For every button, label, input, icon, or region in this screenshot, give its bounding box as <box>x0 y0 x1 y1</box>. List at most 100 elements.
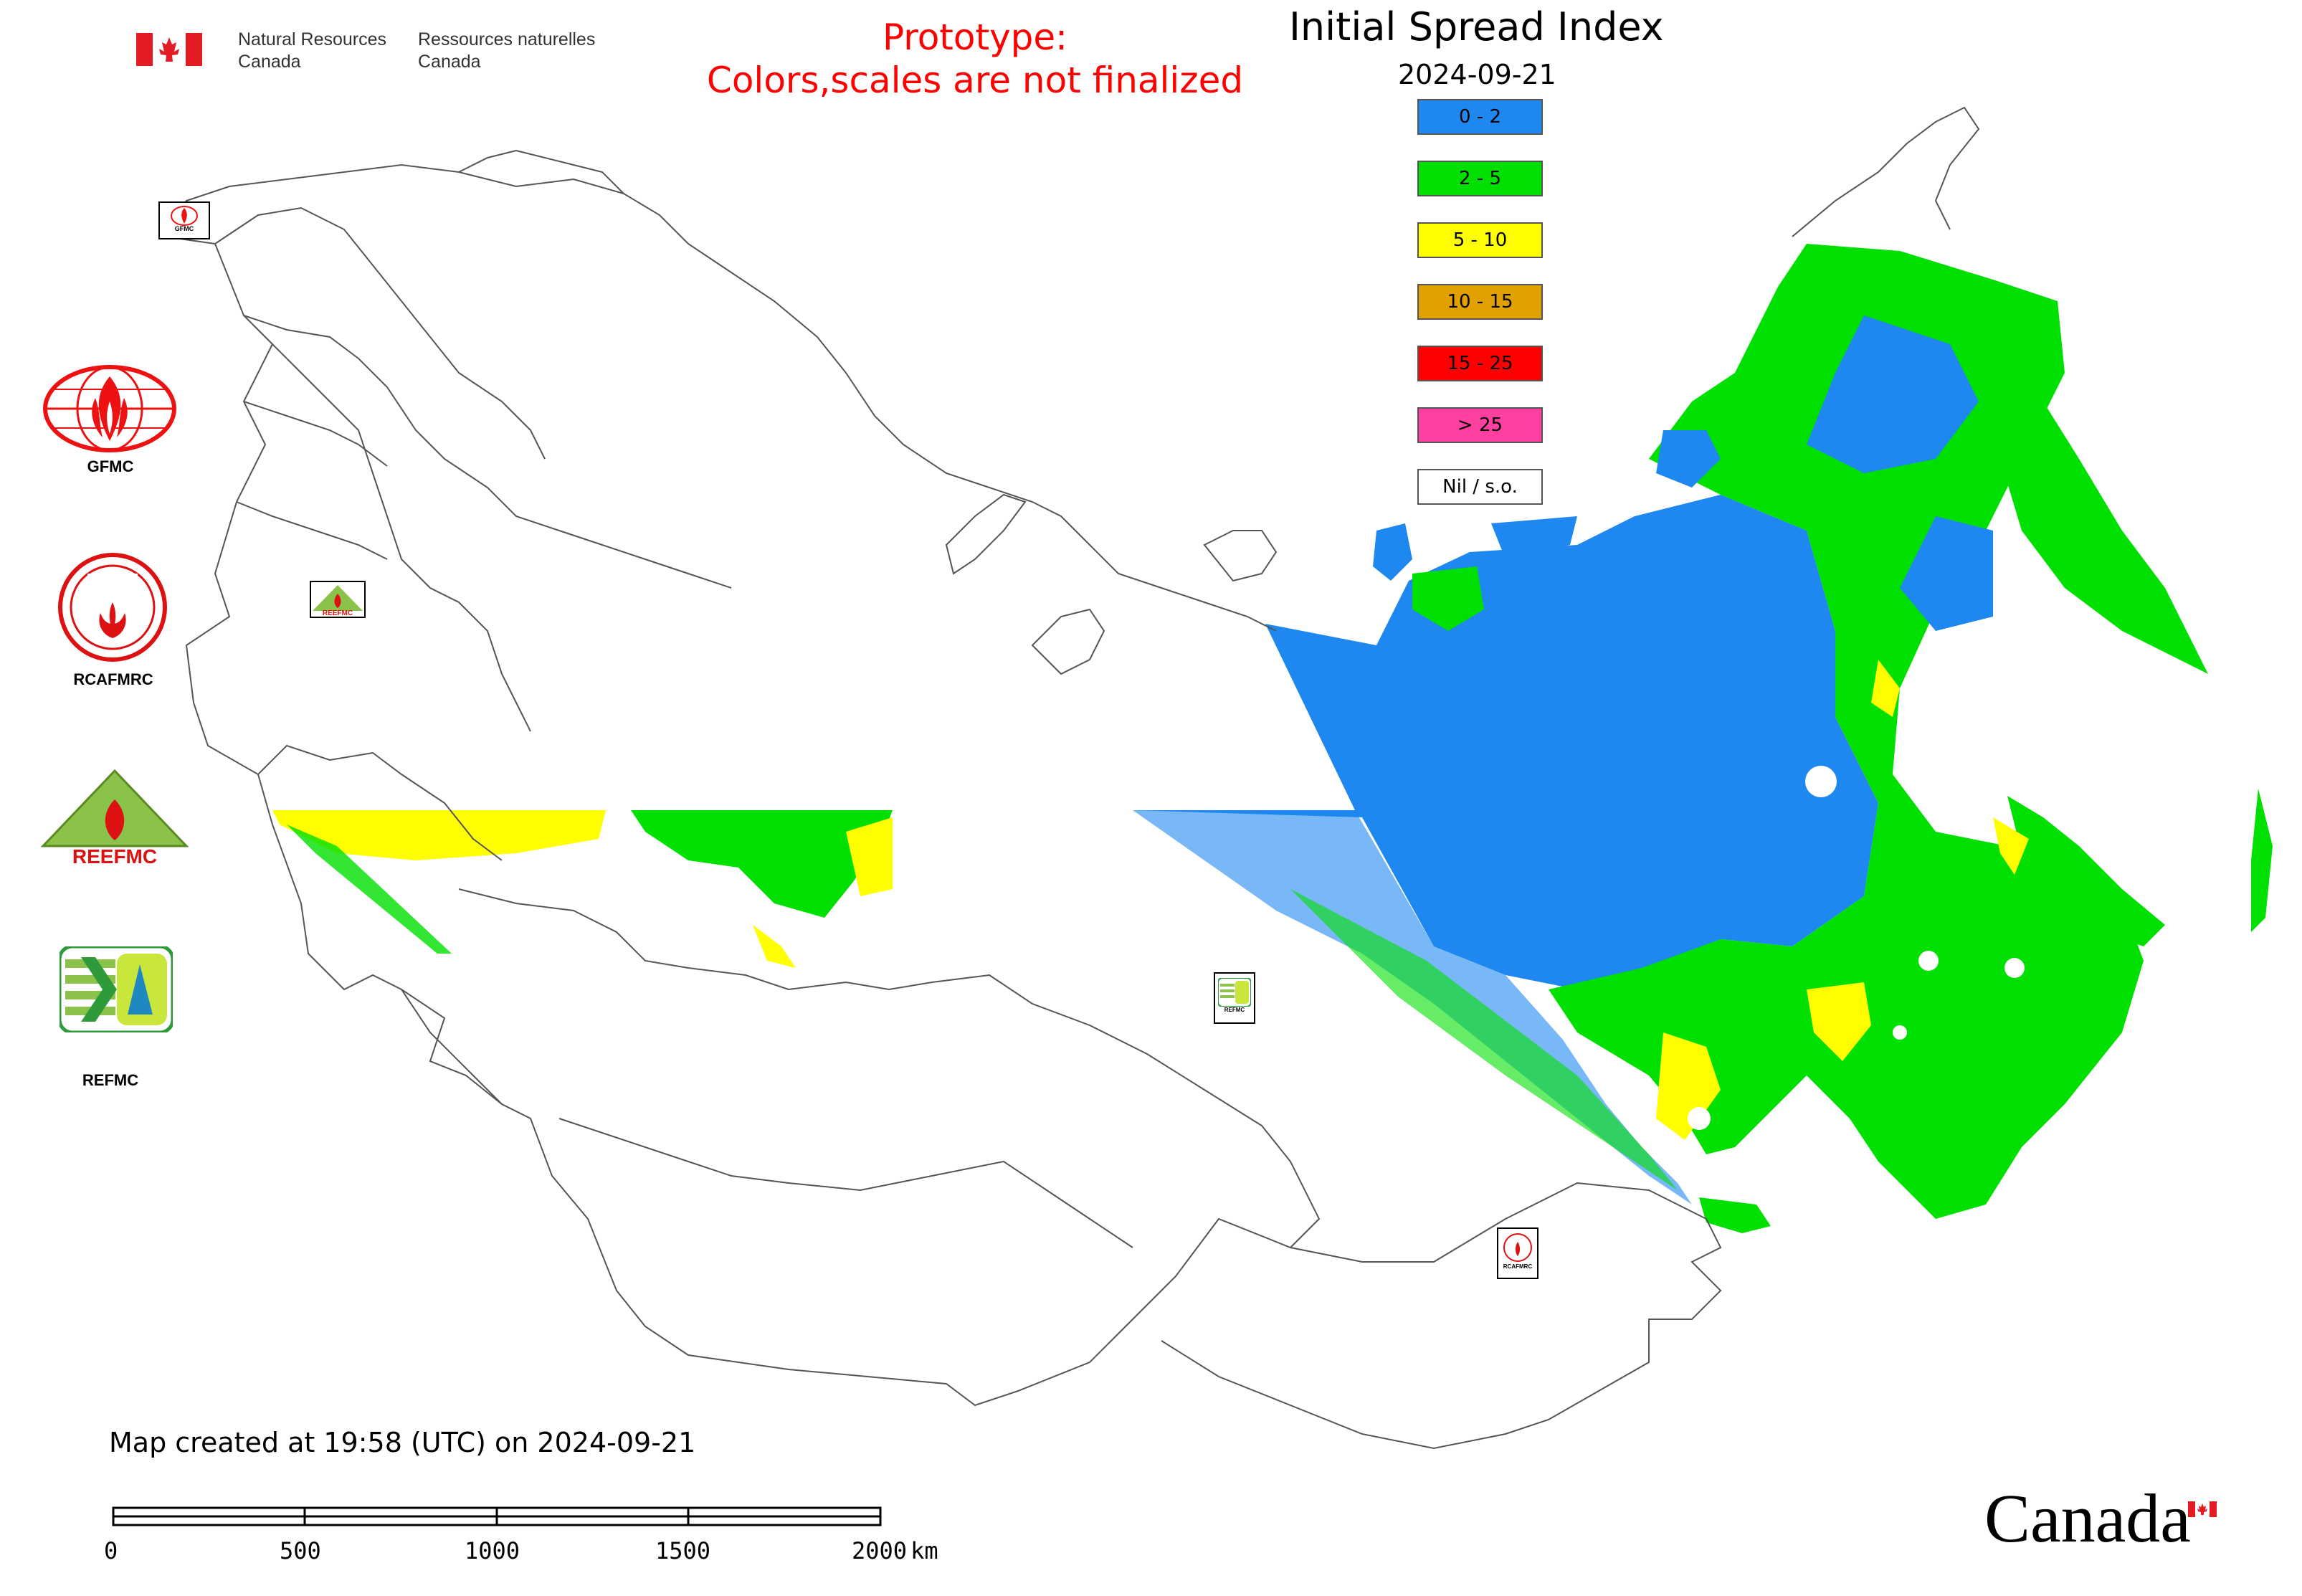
isi-zone-low <box>1133 495 1878 989</box>
reefmc-map-marker: REEFMC <box>310 581 366 618</box>
boundary-lines <box>164 106 1980 1450</box>
rcafmrc-logo <box>57 552 168 663</box>
legend-item-0-2: 0 - 2 <box>1417 99 1543 135</box>
svg-text:REEFMC: REEFMC <box>72 845 157 868</box>
scale-tick-1000: 1000 <box>465 1537 520 1564</box>
boundary-novaya-zemlya <box>945 493 1027 575</box>
refmc-logo <box>57 944 175 1035</box>
legend-label: 10 - 15 <box>1447 291 1513 313</box>
isi-zone-central-green <box>631 810 893 918</box>
scale-unit: km <box>910 1537 938 1564</box>
isi-zone-kamchatka <box>1993 387 2208 674</box>
legend-item-5-10: 5 - 10 <box>1417 222 1543 258</box>
boundary-arctic-coast <box>845 372 1277 632</box>
boundary-belarus <box>236 401 388 560</box>
prototype-notice-line1: Prototype: <box>882 16 1068 58</box>
scale-bar-seg-4 <box>687 1515 882 1526</box>
isi-zone-yellow-coast <box>1871 660 1900 717</box>
scale-tick-2000: 2000 <box>852 1537 908 1564</box>
isi-zone-yellow-sw <box>1656 1032 1721 1140</box>
isi-zone-low-north <box>1807 315 1979 473</box>
isi-zone-low-lake <box>1656 430 1721 488</box>
reefmc-logo: REEFMC <box>39 767 190 868</box>
canada-wordmark-text: Canada <box>1984 1480 2191 1557</box>
gfmc-label: GFMC <box>87 457 134 475</box>
rcafmrc-label: RCAFMRC <box>73 670 153 688</box>
scale-bar-seg-2 <box>303 1515 498 1526</box>
isi-zone-low-east <box>1900 516 1993 631</box>
canada-wordmark: Canada <box>1984 1484 2191 1553</box>
legend-item-nil: Nil / s.o. <box>1417 469 1543 505</box>
canada-flag-icon <box>136 33 202 66</box>
boundary-central-asia <box>401 989 1133 1248</box>
legend-item-2-5: 2 - 5 <box>1417 161 1543 196</box>
boundary-west <box>164 236 1722 1450</box>
legend-label: > 25 <box>1457 414 1503 436</box>
refmc-label: REFMC <box>82 1071 139 1089</box>
prototype-notice: Prototype: Colors,scales are not finaliz… <box>674 16 1276 102</box>
boundary-yamal <box>1031 608 1105 675</box>
boundary-scandinavia <box>164 163 847 374</box>
scale-tick-500: 500 <box>280 1537 321 1564</box>
isi-zone-blue-streaks <box>1133 810 1692 1205</box>
agency-name-fr: Ressources naturelles Canada <box>418 29 596 72</box>
isi-zone-west-yellow <box>272 810 606 860</box>
nil-hole-3 <box>2004 958 2025 978</box>
map-created-timestamp: Map created at 19:58 (UTC) on 2024-09-21 <box>109 1427 696 1458</box>
map-date: 2024-09-21 <box>1398 59 1556 90</box>
legend-item-gt-25: > 25 <box>1417 407 1543 443</box>
isi-zone-north-green <box>1412 566 1484 631</box>
rcafmrc-map-marker-label: RCAFMRC <box>1503 1263 1533 1270</box>
boundary-ukraine <box>272 343 531 732</box>
nil-hole-5 <box>2063 1117 2080 1134</box>
refmc-map-marker-label: REFMC <box>1224 1007 1245 1013</box>
isi-zone-southeast <box>2007 796 2165 946</box>
isi-zone-green-streaks <box>1290 889 1678 1190</box>
isi-zone-peninsula-blue <box>1373 523 1412 581</box>
gfmc-logo <box>42 362 178 455</box>
boundary-caucasus <box>257 744 503 861</box>
scale-bar-seg-3 <box>495 1506 690 1518</box>
isi-zone-central-yellow <box>846 817 893 896</box>
legend-label: 2 - 5 <box>1459 168 1501 189</box>
isi-zone-yellow-south <box>1807 982 1871 1061</box>
scale-bar <box>112 1506 882 1526</box>
legend-item-15-25: 15 - 25 <box>1417 346 1543 381</box>
nil-hole-1 <box>1805 766 1837 797</box>
boundary-taymyr <box>1203 530 1278 582</box>
isi-zone-west-green-streaks <box>287 825 452 954</box>
scale-tick-1500: 1500 <box>655 1537 711 1564</box>
isi-zone-green-patch <box>1699 1197 1771 1233</box>
isi-zone-sakhalin <box>2251 789 2273 932</box>
legend-label: 0 - 2 <box>1459 106 1501 128</box>
isi-zone-central-yellow-tip <box>753 925 796 968</box>
scale-tick-2000-with-unit: 2000 km <box>852 1537 938 1564</box>
nil-hole-6 <box>1893 1025 1907 1040</box>
nil-hole-2 <box>1918 951 1939 971</box>
scale-bar-seg-1 <box>112 1506 306 1518</box>
legend-label: Nil / s.o. <box>1442 476 1518 498</box>
isi-zone-moderate <box>1549 244 2144 1219</box>
isi-zone-yellow-se <box>1993 817 2029 875</box>
boundary-baltic <box>243 315 732 589</box>
legend-label: 15 - 25 <box>1447 353 1513 374</box>
rcafmrc-map-marker: RCAFMRC <box>1497 1227 1538 1279</box>
boundary-kazakh <box>458 888 1321 1248</box>
agency-name-en: Natural Resources Canada <box>238 29 387 72</box>
scale-tick-0: 0 <box>104 1537 118 1564</box>
boundary-chukotka <box>1792 106 1980 237</box>
wordmark-flag-icon <box>2188 1501 2217 1517</box>
isi-zone-north-blue <box>1491 516 1577 559</box>
prototype-notice-line2: Colors,scales are not finalized <box>706 60 1244 101</box>
gfmc-map-marker-label: GFMC <box>174 225 194 232</box>
reefmc-map-marker-label: REEFMC <box>323 609 353 617</box>
nil-hole-4 <box>1688 1107 1711 1130</box>
refmc-map-marker: REFMC <box>1214 972 1255 1024</box>
map-title: Initial Spread Index <box>1289 4 1664 49</box>
legend-item-10-15: 10 - 15 <box>1417 284 1543 320</box>
boundary-finland <box>214 206 546 460</box>
boundary-kola <box>458 149 624 194</box>
legend-label: 5 - 10 <box>1452 229 1508 251</box>
